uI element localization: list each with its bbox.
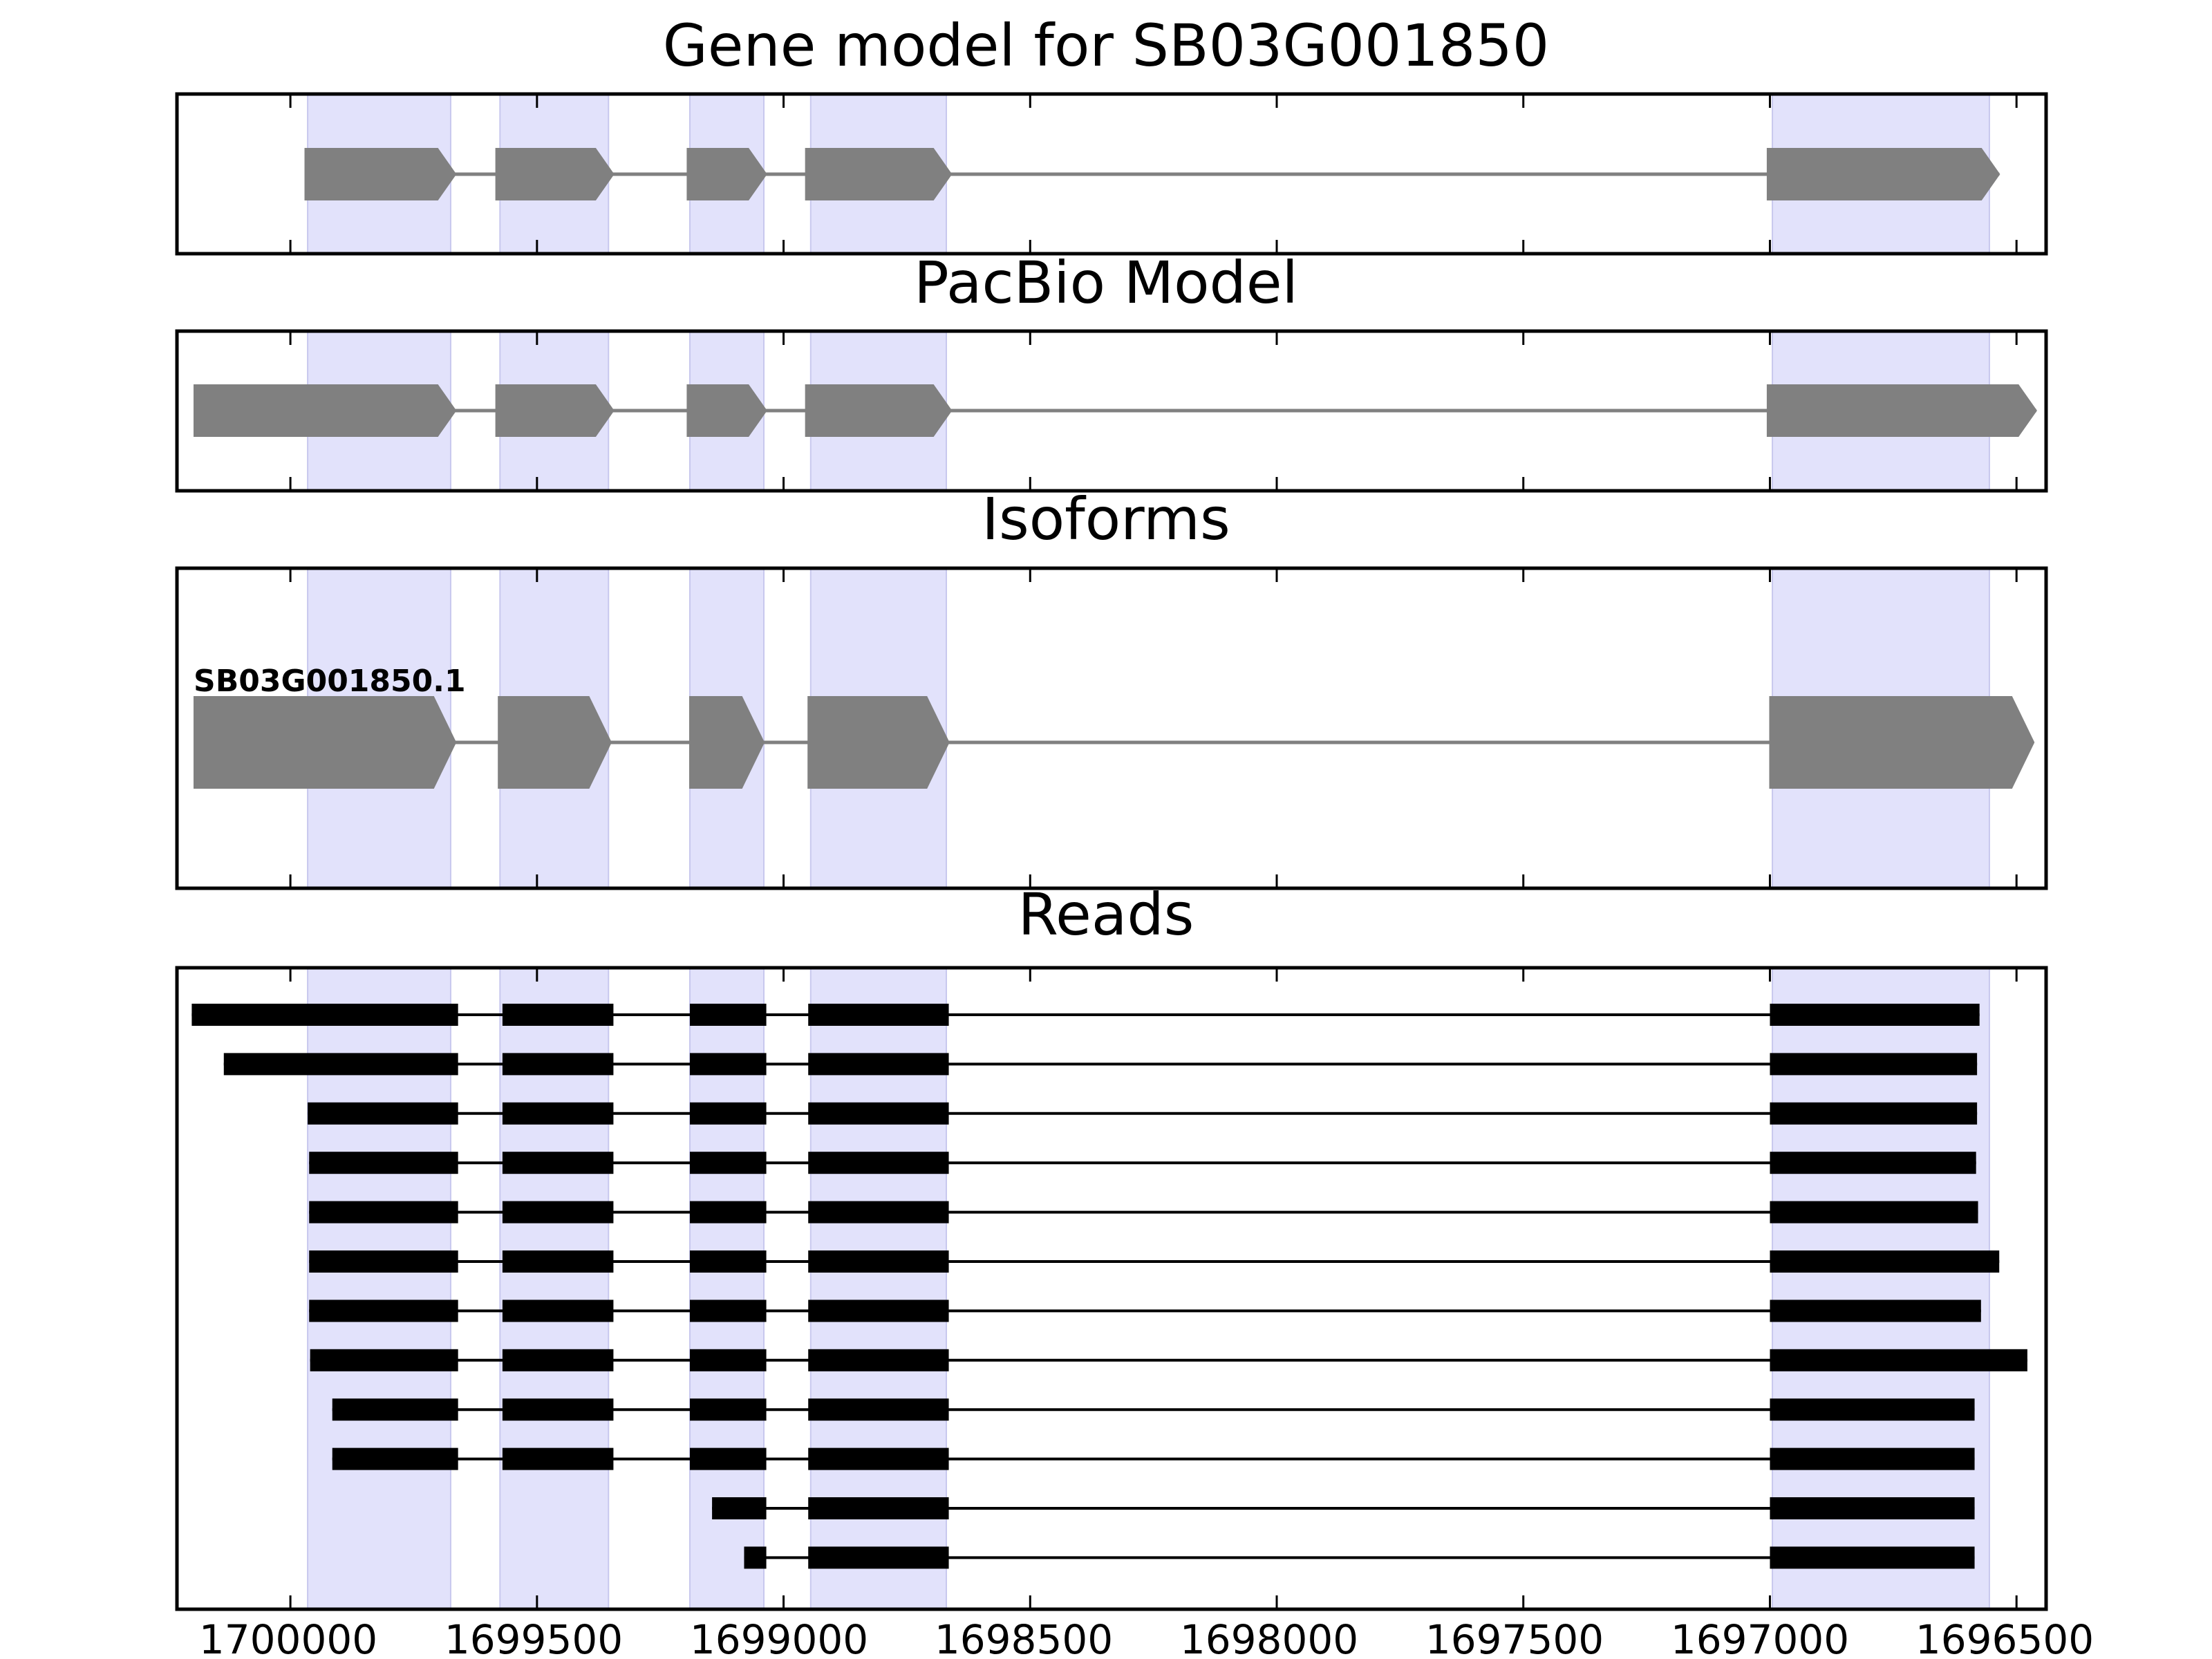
read-exon-block [332, 1398, 458, 1421]
exon-arrow [193, 384, 457, 437]
read-exon-block [689, 1201, 767, 1224]
read-exon-block [689, 1300, 767, 1322]
read-exon-block [308, 1102, 458, 1125]
panel-frame [175, 329, 2048, 493]
exon-arrow [304, 148, 457, 200]
read-exon-block [808, 1349, 949, 1371]
exon-arrow [805, 384, 953, 437]
read-exon-block [712, 1497, 767, 1519]
read-exon-block [808, 1004, 949, 1026]
x-tick-label: 1698000 [1180, 1616, 1358, 1659]
exon-arrow [495, 148, 615, 200]
exon-arrow [495, 384, 615, 437]
read-exon-block [689, 1053, 767, 1076]
exon-arrow [1769, 696, 2035, 789]
read-exon-block [689, 1152, 767, 1174]
read-exon-block [502, 1447, 614, 1470]
read-exon-block [689, 1004, 767, 1026]
gene-model-panel-title: Gene model for SB03G001850 [663, 12, 1549, 79]
panel-frame [175, 566, 2048, 890]
read-exon-block [502, 1102, 614, 1125]
reads-panel-title: Reads [1018, 881, 1194, 948]
x-tick-label: 1699000 [690, 1616, 868, 1659]
read-exon-block [502, 1398, 614, 1421]
x-axis-tick-labels: 1700000 1699500 1699000 1698500 1698000 … [199, 1616, 2094, 1659]
exon-arrow [805, 148, 953, 200]
read-exon-block [502, 1004, 614, 1026]
read-exon-block [1770, 1152, 1976, 1174]
read-exon-block [310, 1349, 458, 1371]
read-exon-block [689, 1250, 767, 1273]
read-exon-block [689, 1447, 767, 1470]
exon-arrow [807, 696, 950, 789]
exon-arrow [1766, 148, 2000, 200]
read-exon-block [808, 1546, 949, 1569]
exon-arrow [1766, 384, 2037, 437]
read-exon-block [502, 1053, 614, 1076]
read-exon-block [808, 1053, 949, 1076]
x-tick-label: 1699500 [444, 1616, 623, 1659]
read-exon-block [1770, 1053, 1978, 1076]
read-exon-block [1770, 1447, 1975, 1470]
read-exon-block [744, 1546, 767, 1569]
read-exon-block [808, 1497, 949, 1519]
gene-model-panel [175, 92, 2048, 256]
read-exon-block [808, 1102, 949, 1125]
read-exon-block [1770, 1250, 2000, 1273]
panel-frame [175, 92, 2048, 256]
x-tick-label: 1696500 [1915, 1616, 2094, 1659]
read-exon-block [808, 1447, 949, 1470]
read-exon-block [502, 1250, 614, 1273]
read-exon-block [191, 1004, 458, 1026]
read-exon-block [309, 1201, 458, 1224]
x-tick-label: 1698500 [935, 1616, 1113, 1659]
x-tick-label: 1697000 [1671, 1616, 1849, 1659]
read-exon-block [1770, 1497, 1975, 1519]
read-exon-block [689, 1398, 767, 1421]
isoforms-panel-title: Isoforms [982, 485, 1230, 553]
read-exon-block [223, 1053, 458, 1076]
read-exon-block [332, 1447, 458, 1470]
read-exon-block [1770, 1546, 1975, 1569]
read-exon-block [808, 1201, 949, 1224]
reads-panel [175, 966, 2048, 1611]
x-tick-label: 1697500 [1425, 1616, 1604, 1659]
read-exon-block [309, 1152, 458, 1174]
read-exon-block [309, 1300, 458, 1322]
pacbio-model-panel [175, 329, 2048, 493]
exon-arrow [688, 696, 765, 789]
read-exon-block [502, 1201, 614, 1224]
read-exon-block [502, 1300, 614, 1322]
exon-arrow [498, 696, 612, 789]
x-tick-label: 1700000 [199, 1616, 377, 1659]
read-exon-block [502, 1349, 614, 1371]
read-exon-block [808, 1152, 949, 1174]
exon-arrow [193, 696, 457, 789]
isoform-label: SB03G001850.1 [194, 664, 466, 699]
read-exon-block [689, 1349, 767, 1371]
read-exon-block [1770, 1349, 2027, 1371]
read-exon-block [1770, 1102, 1978, 1125]
read-exon-block [808, 1398, 949, 1421]
isoforms-panel [175, 566, 2048, 890]
panel-frame [175, 966, 2048, 1611]
read-exon-block [309, 1250, 458, 1273]
read-exon-block [1770, 1004, 1980, 1026]
exon-arrow [686, 148, 767, 200]
read-exon-block [808, 1250, 949, 1273]
read-exon-block [502, 1152, 614, 1174]
read-exon-block [1770, 1398, 1975, 1421]
read-exon-block [1770, 1300, 1981, 1322]
read-exon-block [689, 1102, 767, 1125]
read-exon-block [1770, 1201, 1978, 1224]
pacbio-model-panel-title: PacBio Model [914, 249, 1298, 317]
exon-arrow [686, 384, 767, 437]
read-exon-block [808, 1300, 949, 1322]
